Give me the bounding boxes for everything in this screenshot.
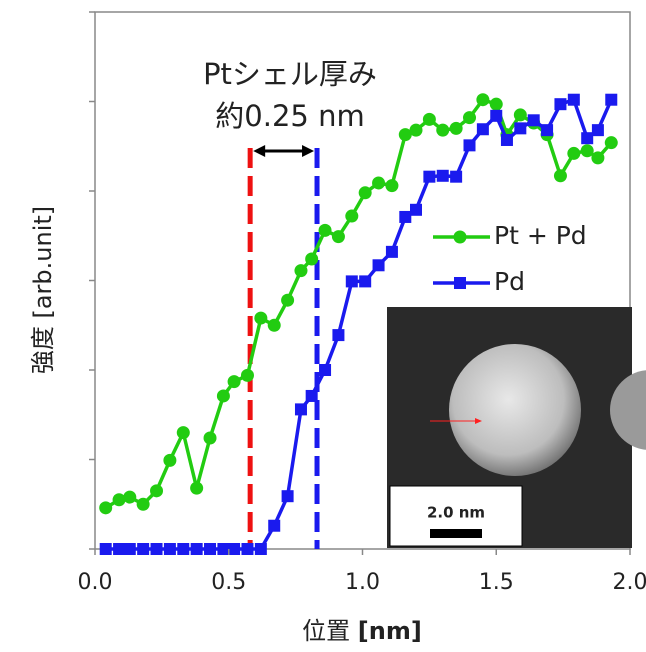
data-point [332,329,344,341]
data-point [581,132,593,144]
data-point [163,454,176,467]
data-point [100,543,112,555]
data-point [241,543,253,555]
data-point [477,123,489,135]
data-point [123,491,136,504]
thickness-arrow-head [253,145,265,157]
data-point [150,484,163,497]
legend-marker [454,277,466,289]
data-point [281,294,294,307]
data-point [581,144,594,157]
data-point [294,264,307,277]
data-point [255,543,267,555]
data-point [592,124,604,136]
data-point [399,211,411,223]
scale-bar-label: 2.0 nm [427,504,485,522]
data-point [410,124,423,137]
thickness-arrow-head [302,145,314,157]
data-point [359,275,371,287]
data-point [528,114,540,126]
data-point [124,543,136,555]
data-point [204,432,217,445]
y-axis-label: 強度 [arb.unit] [29,206,57,374]
data-point [476,93,489,106]
data-point [541,124,553,136]
legend-label: Pd [494,267,525,296]
data-point [436,124,449,137]
data-point [605,136,618,149]
data-point [554,169,567,182]
data-point [241,369,254,382]
data-point [605,94,617,106]
data-point [268,319,281,332]
data-point [437,170,449,182]
data-point [423,113,436,126]
data-point [373,259,385,271]
data-point [464,139,476,151]
data-point [228,375,241,388]
data-point [490,98,503,111]
data-point [295,403,307,415]
data-point [268,520,280,532]
x-tick-label: 1.5 [479,570,514,595]
data-point [514,122,526,134]
data-point [385,179,398,192]
data-point [450,171,462,183]
data-point [319,224,332,237]
data-point [591,151,604,164]
data-point [423,171,435,183]
data-point [99,501,112,514]
data-point [501,134,513,146]
data-point [137,543,149,555]
legend-label: Pt + Pd [494,221,587,250]
x-tick-label: 0.5 [211,570,246,595]
data-point [151,543,163,555]
data-point [346,275,358,287]
data-point [164,543,176,555]
data-point [254,312,267,325]
data-point [450,122,463,135]
x-tick-label: 1.0 [345,570,380,595]
data-point [372,176,385,189]
data-point [319,364,331,376]
data-point [217,389,230,402]
x-axis-label: 位置 [nm] [302,617,422,645]
data-point [490,110,502,122]
data-point [463,111,476,124]
data-point [177,426,190,439]
annotation-title: Ptシェル厚み [203,57,377,91]
data-point [514,108,527,121]
data-point [554,98,566,110]
annotation-value: 約0.25 nm [215,99,364,133]
data-point [345,210,358,223]
data-point [567,147,580,160]
data-point [568,94,580,106]
x-tick-label: 0.0 [78,570,113,595]
data-point [305,253,318,266]
data-point [204,543,216,555]
data-point [282,490,294,502]
data-point [190,482,203,495]
x-axis-label-text: 位置 [302,617,350,645]
data-point [191,543,203,555]
data-point [359,186,372,199]
data-point [386,246,398,258]
x-tick-label: 2.0 [613,570,646,595]
data-point [410,204,422,216]
data-point [228,543,240,555]
data-point [306,390,318,402]
legend-marker [454,231,467,244]
data-point [177,543,189,555]
data-point [113,543,125,555]
data-point [137,498,150,511]
x-axis-label-unit: [nm] [358,617,422,645]
data-point [332,230,345,243]
inset-image: 2.0 nm [387,307,646,548]
data-point [217,543,229,555]
